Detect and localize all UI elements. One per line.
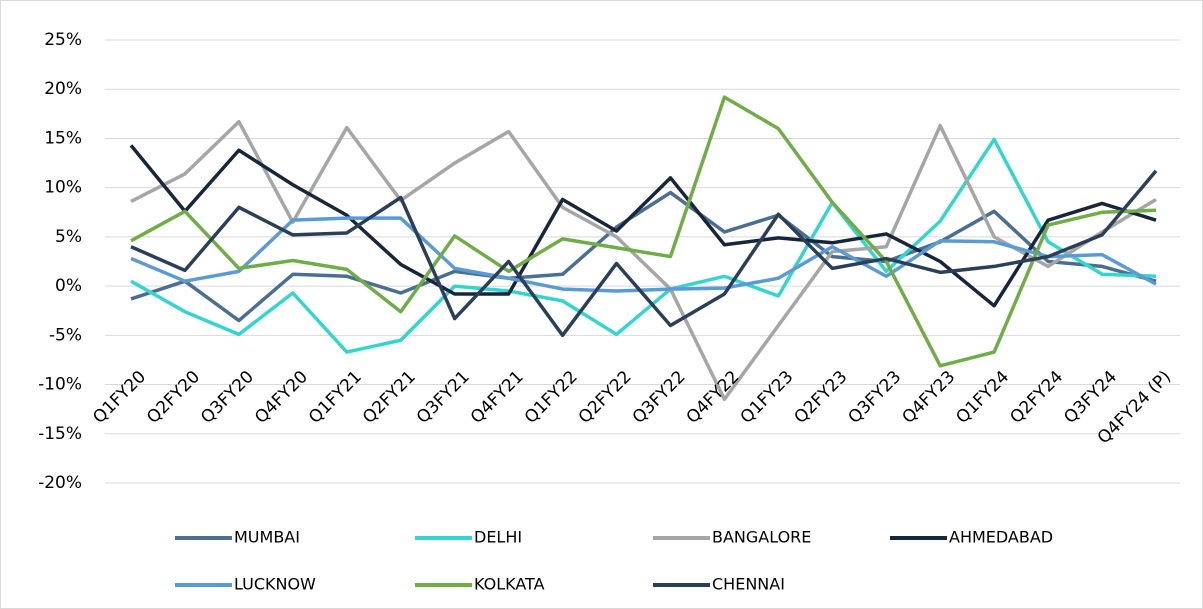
series-line — [130, 95, 1157, 368]
series-line — [130, 119, 1157, 402]
series-line — [129, 144, 1157, 308]
y-tick-label: 25% — [44, 30, 82, 50]
series-line — [130, 137, 1157, 354]
legend-label: DELHI — [474, 528, 522, 547]
y-tick-label: 0% — [55, 276, 82, 296]
legend: MUMBAI DELHI BANGALORE AHMEDABAD LUCKNOW KOLK… — [175, 528, 1053, 594]
legend-label: KOLKATA — [474, 575, 545, 594]
legend-label: CHENNAI — [712, 575, 785, 594]
y-tick-label: -5% — [49, 325, 82, 345]
y-tick-label: 20% — [44, 79, 82, 99]
legend-label: AHMEDABAD — [949, 528, 1053, 547]
y-tick-label: 5% — [55, 227, 82, 247]
series-line — [130, 169, 1158, 338]
legend-label: MUMBAI — [234, 528, 300, 547]
legend-label: LUCKNOW — [234, 575, 316, 594]
series-line — [130, 216, 1157, 293]
y-tick-label: 15% — [44, 128, 82, 148]
y-tick-label: -20% — [38, 473, 82, 493]
y-tick-label: -15% — [38, 424, 82, 444]
legend-label: BANGALORE — [712, 528, 811, 547]
y-tick-label: 10% — [44, 178, 82, 198]
y-tick-label: -10% — [38, 375, 82, 395]
